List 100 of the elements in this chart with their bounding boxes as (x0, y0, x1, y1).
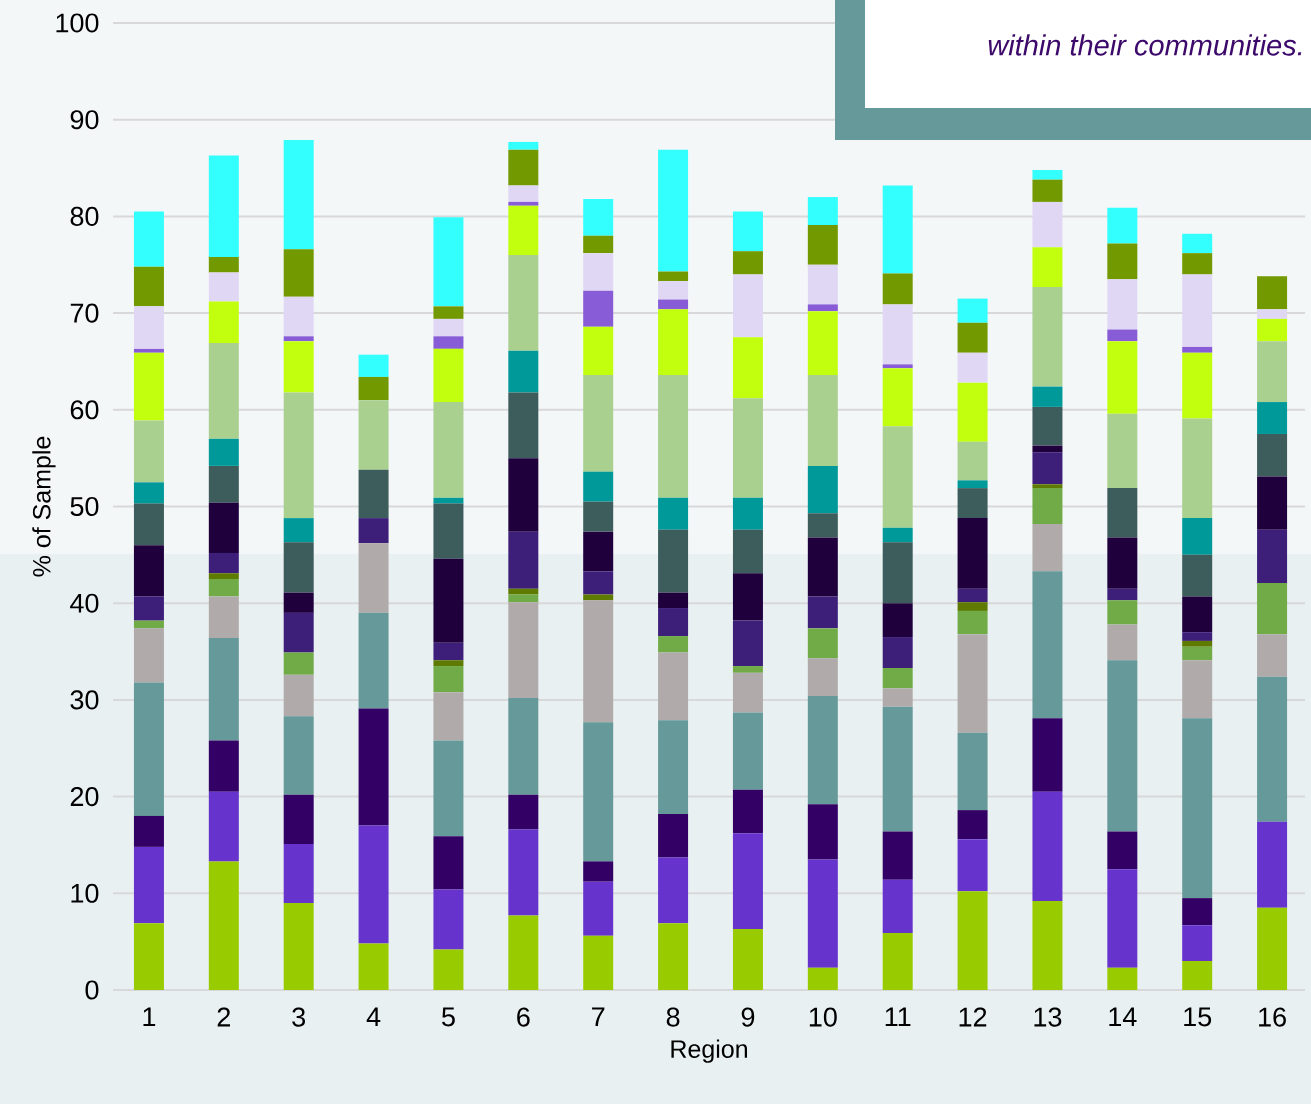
bar (208, 155, 239, 258)
bar (508, 829, 539, 916)
bar (658, 374, 689, 498)
x-axis-title: Region (671, 1039, 747, 1063)
x-tick-label: 13 (1034, 1007, 1062, 1027)
bar (133, 815, 164, 847)
bar (658, 281, 689, 300)
bar (1257, 634, 1288, 677)
bar (882, 364, 913, 369)
bar (433, 348, 464, 403)
bar (807, 513, 838, 538)
bar (508, 794, 539, 830)
bar (1182, 352, 1213, 419)
bar (508, 531, 539, 589)
bar (658, 636, 689, 653)
x-tick-label: 7 (592, 1007, 605, 1027)
bar (1107, 207, 1138, 244)
bar (583, 531, 614, 572)
bar (1107, 279, 1138, 330)
bar (358, 400, 389, 470)
x-tick-label: 8 (666, 1007, 680, 1027)
bar (1257, 821, 1288, 908)
bar (283, 296, 314, 337)
bar (358, 469, 389, 519)
bar (508, 141, 539, 150)
bar (807, 537, 838, 597)
bar (208, 465, 239, 503)
bar (1032, 791, 1063, 902)
bar (508, 915, 539, 990)
bar (583, 198, 614, 236)
bar (208, 861, 239, 990)
bar (957, 602, 988, 611)
bar (283, 794, 314, 844)
bar (882, 368, 913, 427)
bar (1182, 718, 1213, 899)
bar (283, 518, 314, 543)
bar (133, 352, 164, 421)
bar (882, 932, 913, 990)
bar (658, 271, 689, 282)
bar (658, 149, 689, 272)
bar (283, 652, 314, 675)
y-tick-label: 10 (71, 883, 99, 903)
bar (508, 205, 539, 256)
bar (1182, 596, 1213, 633)
bar (732, 529, 763, 574)
bar (1182, 960, 1213, 990)
bar (1032, 452, 1063, 485)
bar (1182, 554, 1213, 597)
bar (1107, 243, 1138, 280)
bar (1182, 646, 1213, 661)
bar (807, 967, 838, 990)
bar (208, 438, 239, 466)
bar (283, 542, 314, 593)
bar (957, 382, 988, 442)
bar (433, 692, 464, 741)
bar (583, 374, 614, 472)
bar (1032, 286, 1063, 387)
bar (133, 923, 164, 990)
bar (433, 836, 464, 890)
bar (732, 666, 763, 673)
bar (1182, 925, 1213, 961)
bar (433, 642, 464, 661)
bar (583, 935, 614, 990)
bar (957, 352, 988, 383)
bar (1107, 329, 1138, 342)
x-tick-label: 1 (143, 1007, 156, 1027)
y-tick-label: 80 (70, 206, 99, 226)
x-tick-label: 11 (885, 1007, 911, 1027)
bar (732, 573, 763, 621)
bar (1182, 418, 1213, 519)
x-tick-label: 16 (1259, 1007, 1286, 1027)
bar (1032, 169, 1063, 180)
bar (957, 441, 988, 481)
bar (208, 301, 239, 344)
bar (133, 266, 164, 307)
bar (1107, 588, 1138, 601)
x-tick-label: 9 (741, 1007, 755, 1027)
bar (658, 652, 689, 721)
bar (882, 706, 913, 832)
bar (807, 264, 838, 305)
bar (433, 336, 464, 349)
bar (1107, 341, 1138, 414)
bar (1257, 309, 1288, 319)
bar (283, 612, 314, 653)
bar (208, 791, 239, 862)
bar (732, 929, 763, 990)
bar (1182, 346, 1213, 353)
bar (957, 488, 988, 519)
bar (1032, 386, 1063, 407)
bar (1032, 247, 1063, 287)
bar (133, 420, 164, 483)
y-axis-title: % of Sample (32, 436, 56, 577)
bar (882, 831, 913, 880)
bar (508, 392, 539, 459)
bar (283, 592, 314, 613)
bar (807, 311, 838, 375)
y-tick-label: 0 (85, 980, 99, 1000)
bar (358, 376, 389, 401)
bar (882, 542, 913, 604)
bar (658, 814, 689, 858)
